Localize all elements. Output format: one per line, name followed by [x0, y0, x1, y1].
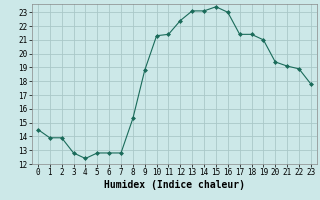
X-axis label: Humidex (Indice chaleur): Humidex (Indice chaleur)	[104, 180, 245, 190]
